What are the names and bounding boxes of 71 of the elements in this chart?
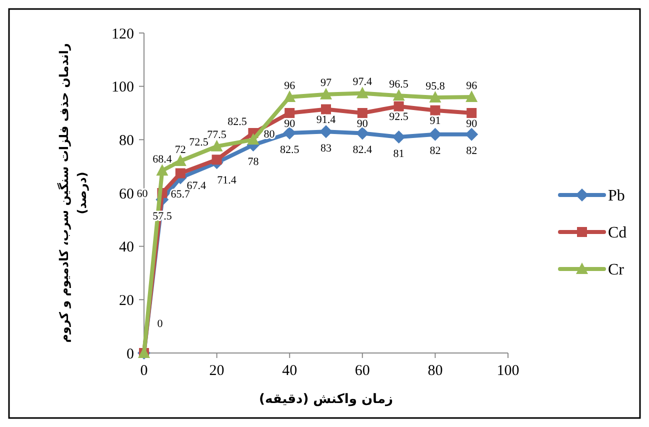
- x-tick-label: 40: [282, 363, 298, 379]
- data-label: 91.4: [316, 114, 336, 126]
- data-label: 60: [136, 188, 148, 200]
- point: [284, 90, 296, 102]
- y-axis-title: راندمان حذف فلزات سنگین سرب، کادمیوم و کروم (درصد): [57, 43, 89, 343]
- point: [321, 104, 331, 114]
- data-label: 97.4: [352, 76, 373, 88]
- point: [465, 128, 478, 141]
- data-label: 72: [174, 144, 186, 156]
- legend-label: Cr: [608, 262, 625, 279]
- data-label: 82: [466, 145, 478, 158]
- point: [156, 164, 168, 176]
- data-label: 91: [430, 115, 441, 128]
- data-label: 72.5: [189, 136, 209, 149]
- y-tick-label: 100: [112, 80, 134, 96]
- x-tick-label: 20: [209, 363, 224, 379]
- point: [357, 108, 368, 118]
- data-label: 92.5: [389, 111, 409, 124]
- point: [429, 91, 442, 103]
- data-label: 77.5: [207, 129, 227, 142]
- legend-label: Pb: [608, 188, 625, 205]
- x-tick-label: 80: [428, 363, 443, 379]
- y-tick-label: 20: [119, 292, 134, 309]
- point: [356, 86, 368, 98]
- y-tick-label: 40: [119, 240, 134, 256]
- data-label: 68.4: [152, 153, 172, 166]
- data-label: 95.8: [426, 80, 446, 92]
- point: [320, 88, 332, 100]
- data-label: 82.4: [352, 144, 373, 156]
- data-label: 81: [393, 148, 404, 160]
- data-label: 90: [466, 118, 478, 130]
- point: [430, 105, 440, 116]
- data-label: 96: [466, 80, 478, 92]
- data-label: 82.5: [228, 116, 248, 128]
- data-label: 90: [284, 118, 296, 130]
- x-tick-label: 100: [496, 363, 520, 379]
- point: [320, 125, 332, 138]
- point: [466, 108, 477, 118]
- data-label: 82: [430, 145, 441, 158]
- data-label: 80: [264, 128, 276, 141]
- x-axis-title: زمان واکنش (دقیقه): [259, 392, 393, 407]
- data-label: 90: [356, 118, 368, 130]
- y-tick-label: 60: [119, 186, 134, 202]
- point: [392, 130, 406, 144]
- y-tick-label: 120: [112, 26, 134, 42]
- data-label: 97: [320, 77, 332, 90]
- point: [392, 89, 405, 101]
- x-tick-label: 60: [354, 363, 370, 379]
- data-label: 0: [157, 318, 164, 330]
- y-tick-label: 0: [126, 346, 134, 362]
- data-label: 82.5: [280, 144, 300, 156]
- legend-label: Cd: [608, 224, 627, 242]
- point: [247, 133, 260, 145]
- point: [212, 154, 222, 165]
- point: [175, 168, 186, 178]
- point: [210, 140, 223, 152]
- y-tick-label: 80: [119, 132, 134, 149]
- point: [394, 101, 404, 112]
- data-label: 96.5: [389, 78, 409, 91]
- x-tick-label: 0: [140, 363, 148, 379]
- data-label: 65.7: [170, 188, 191, 201]
- data-label: 96: [284, 80, 296, 92]
- data-label: 78: [248, 156, 260, 168]
- data-label: 71.4: [217, 174, 237, 186]
- point: [428, 128, 442, 141]
- data-label: 83: [320, 142, 332, 155]
- point: [174, 154, 186, 166]
- point: [356, 126, 369, 140]
- point: [284, 108, 295, 118]
- point: [466, 90, 478, 102]
- point: [283, 126, 296, 140]
